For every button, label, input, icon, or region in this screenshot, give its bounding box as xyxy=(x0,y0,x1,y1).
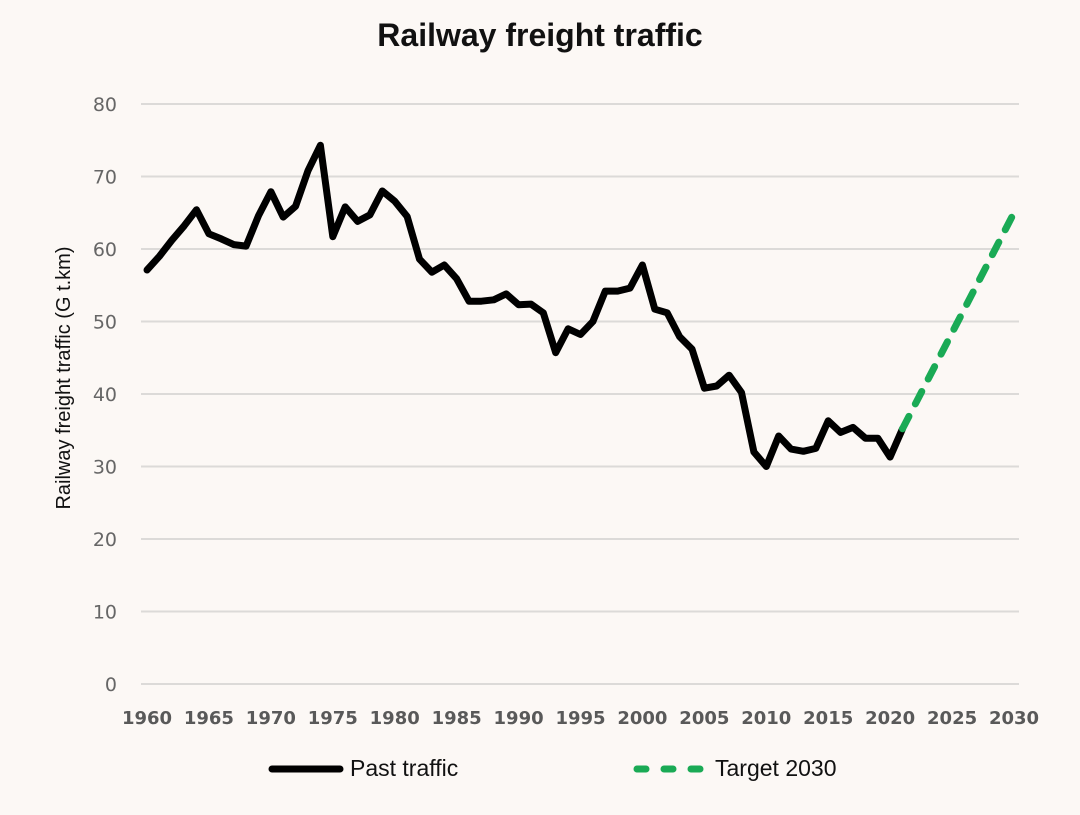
legend-label-past-traffic: Past traffic xyxy=(350,755,458,781)
series-line-past-traffic xyxy=(143,141,906,470)
x-tick-label: 1980 xyxy=(370,708,420,729)
y-axis-label: Railway freight traffic (G t.km) xyxy=(53,246,75,509)
x-tick-label: 2015 xyxy=(803,708,853,729)
x-tick-label: 2030 xyxy=(989,708,1039,729)
y-tick-label: 50 xyxy=(93,312,117,334)
gridlines xyxy=(141,103,1019,685)
plot-area xyxy=(143,141,1018,470)
x-axis-ticks: 1960 1965 1970 1975 1980 1985 1990 1995 2000 2005… xyxy=(122,708,1039,729)
legend-label-target-2030: Target 2030 xyxy=(715,755,836,781)
y-tick-label: 70 xyxy=(93,167,117,189)
y-axis-ticks: 0 10 20 30 40 50 60 70 80 xyxy=(93,94,117,696)
x-tick-label: 2020 xyxy=(865,708,915,729)
x-tick-label: 2010 xyxy=(741,708,791,729)
series-line-target-2030 xyxy=(899,209,1018,433)
legend-item-target-2030[interactable]: Target 2030 xyxy=(633,755,836,781)
x-tick-label: 1965 xyxy=(184,708,234,729)
chart-title: Railway freight traffic xyxy=(377,17,702,53)
y-tick-label: 10 xyxy=(93,602,117,624)
x-tick-label: 1990 xyxy=(494,708,544,729)
x-tick-label: 1975 xyxy=(308,708,358,729)
x-tick-label: 1985 xyxy=(432,708,482,729)
y-tick-label: 60 xyxy=(93,239,117,261)
y-tick-label: 0 xyxy=(105,674,117,696)
x-tick-label: 1995 xyxy=(555,708,605,729)
x-tick-label: 1970 xyxy=(246,708,296,729)
y-tick-label: 20 xyxy=(93,529,117,551)
x-tick-label: 2025 xyxy=(927,708,977,729)
x-tick-label: 2005 xyxy=(679,708,729,729)
y-tick-label: 30 xyxy=(93,457,117,479)
legend: Past traffic Target 2030 xyxy=(268,755,836,781)
x-tick-label: 1960 xyxy=(122,708,172,729)
x-tick-label: 2000 xyxy=(617,708,667,729)
y-tick-label: 40 xyxy=(93,384,117,406)
legend-item-past-traffic[interactable]: Past traffic xyxy=(268,755,458,781)
y-tick-label: 80 xyxy=(93,94,117,116)
